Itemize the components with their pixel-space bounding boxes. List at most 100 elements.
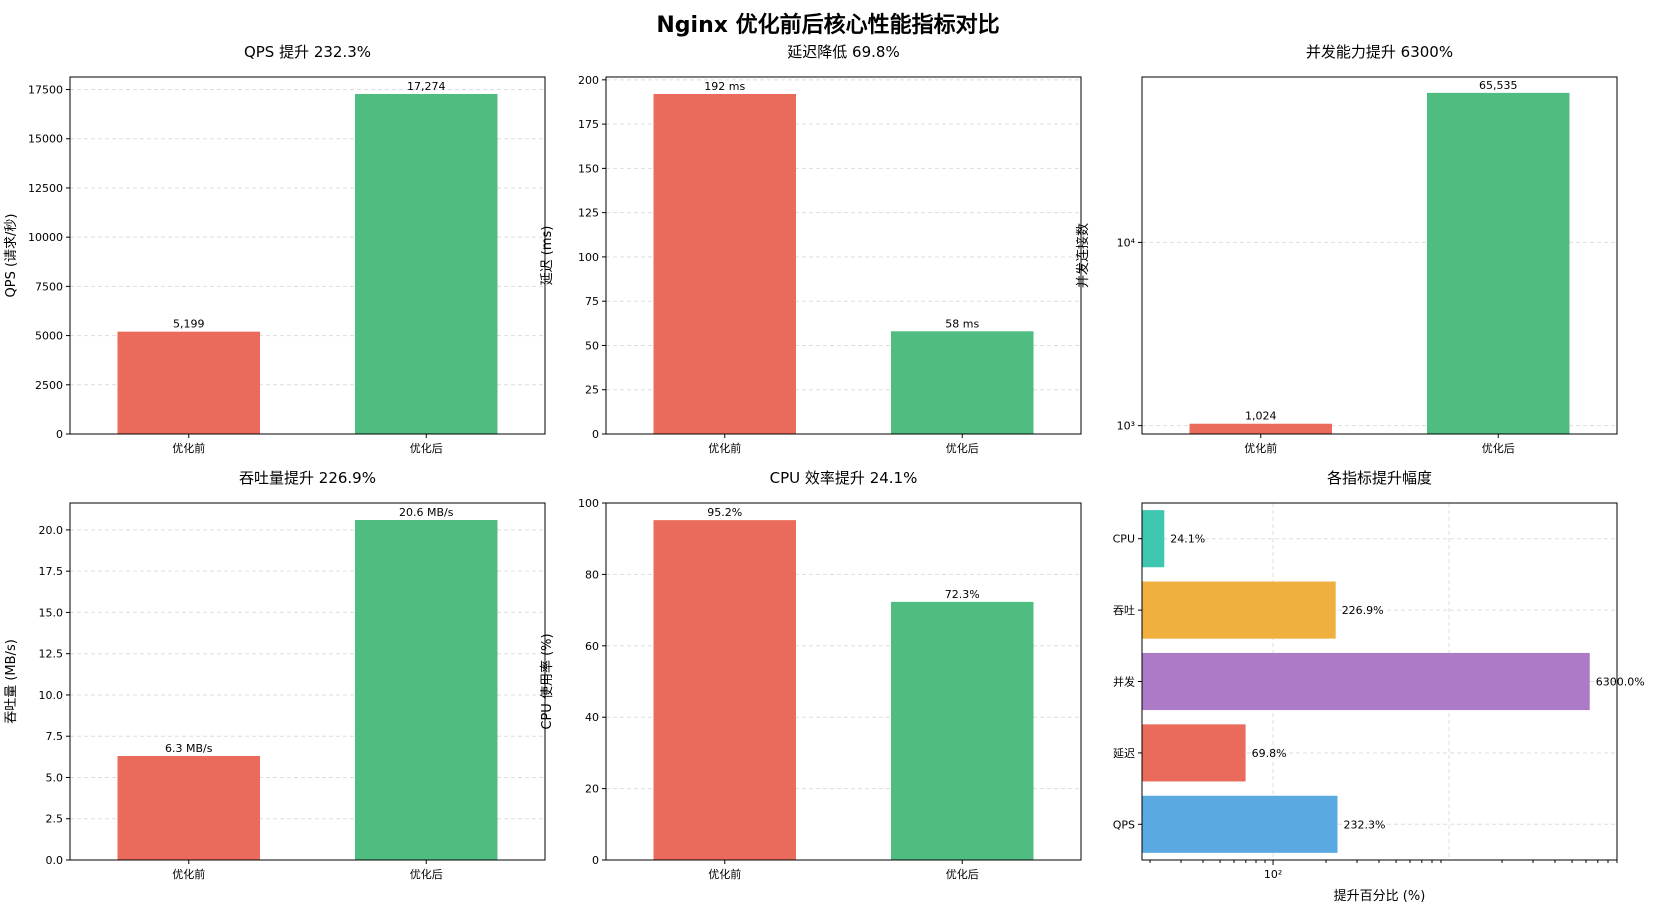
y-tick-label: 5.0 (46, 771, 64, 784)
hbar-value-label: 6300.0% (1596, 676, 1645, 689)
chart-panel-6: 各指标提升幅度 24.1% CPU 226.9% 吞吐 6300.0% 并发 69.8% 延迟 2… (1113, 469, 1645, 904)
panel-title: 延迟降低 69.8% (787, 43, 899, 61)
y-tick-label: 60 (585, 640, 599, 653)
y-tick-label: 100 (578, 497, 599, 510)
y-tick-label: 延迟 (1113, 747, 1135, 760)
bar-before (117, 756, 260, 860)
panel-title: 各指标提升幅度 (1327, 469, 1432, 487)
y-tick-label: 20.0 (39, 524, 64, 537)
chart-panel-2: 延迟降低 69.8% 192 ms 优化前 58 ms 优化后 0 25 50 75 100 125… (540, 43, 1082, 455)
hbar-value-label: 232.3% (1343, 818, 1385, 831)
y-tick-label: 20 (585, 783, 599, 796)
y-tick-label: 40 (585, 711, 599, 724)
x-tick-label: 优化后 (410, 867, 443, 881)
bar-after (355, 520, 498, 860)
panel-title: CPU 效率提升 24.1% (770, 469, 918, 487)
bar-value-label: 192 ms (704, 80, 745, 93)
y-tick-label: 0.0 (46, 854, 64, 867)
axes-frame (605, 502, 1082, 861)
axes-frame (1141, 502, 1618, 861)
panel-title: 吞吐量提升 226.9% (239, 469, 376, 487)
y-tick-label: 10.0 (39, 689, 64, 702)
y-tick-label: 2500 (35, 379, 63, 392)
chart-panel-1: QPS 提升 232.3% 5,199 优化前 17,274 优化后 0 2500 5000 7… (4, 43, 546, 455)
bar-value-label: 58 ms (945, 317, 979, 330)
bar-before (653, 520, 796, 860)
y-axis-label: 延迟 (ms) (540, 226, 555, 286)
hbar-1 (1142, 581, 1336, 639)
y-tick-label: 12500 (28, 182, 63, 195)
axes-frame (1141, 76, 1618, 435)
y-tick-label: 0 (592, 854, 599, 867)
y-tick-label: 5000 (35, 330, 63, 343)
y-tick-label: 12.5 (39, 648, 64, 661)
bar-value-label: 5,199 (173, 318, 205, 331)
y-tick-label: 吞吐 (1113, 604, 1135, 617)
y-tick-label: 0 (56, 428, 63, 441)
x-tick-label: 优化前 (708, 441, 741, 455)
x-axis-label: 提升百分比 (%) (1334, 888, 1426, 904)
y-tick-label: 10000 (28, 231, 63, 244)
bar-value-label: 20.6 MB/s (399, 506, 454, 519)
y-tick-label: 80 (585, 568, 599, 581)
x-tick-label: 优化后 (946, 441, 979, 455)
y-tick-label: 0 (592, 428, 599, 441)
watermark: 掘金技术社区 @ 神秘奇男子 (1352, 866, 1630, 891)
y-tick-label: 150 (578, 162, 599, 175)
bar-before (117, 331, 260, 434)
panels: QPS 提升 232.3%5,199优化前17,274优化后0250050007… (4, 43, 1645, 904)
bar-before (653, 94, 796, 434)
y-tick-label: 并发 (1113, 675, 1135, 689)
y-tick-label: QPS (1113, 818, 1135, 831)
x-tick-label: 优化前 (708, 867, 741, 881)
hbar-3 (1142, 724, 1246, 782)
x-tick-label: 优化前 (172, 441, 205, 455)
y-tick-label: 25 (585, 384, 599, 397)
bar-value-label: 95.2% (707, 506, 742, 519)
x-tick-label: 优化后 (1482, 441, 1515, 455)
x-tick-label: 优化后 (410, 441, 443, 455)
y-tick-label: 125 (578, 207, 599, 220)
y-tick-label: 100 (578, 251, 599, 264)
x-tick-label: 优化后 (946, 867, 979, 881)
y-tick-label: 7.5 (46, 730, 64, 743)
x-tick-label: 优化前 (1244, 441, 1277, 455)
figure-title: Nginx 优化前后核心性能指标对比 (656, 12, 999, 38)
bar-value-label: 1,024 (1245, 410, 1277, 423)
y-tick-label: 175 (578, 118, 599, 131)
panel-title: QPS 提升 232.3% (244, 43, 371, 61)
y-tick-label: 10³ (1117, 420, 1135, 433)
bar-value-label: 72.3% (945, 588, 980, 601)
x-tick-label: 10² (1264, 868, 1282, 881)
y-axis-label: QPS (请求/秒) (4, 214, 19, 298)
axes-frame (605, 76, 1082, 435)
y-axis-label: CPU 使用率 (%) (539, 633, 555, 729)
y-tick-label: 50 (585, 339, 599, 352)
y-tick-label: 7500 (35, 280, 63, 293)
bar-after (1427, 92, 1570, 435)
panel-title: 并发能力提升 6300% (1306, 43, 1453, 61)
bar-after (355, 93, 498, 434)
hbar-value-label: 226.9% (1342, 604, 1384, 617)
y-tick-label: 17.5 (39, 565, 64, 578)
hbar-value-label: 69.8% (1252, 747, 1287, 760)
bar-after (891, 331, 1034, 434)
x-tick-label: 优化前 (172, 867, 205, 881)
hbar-value-label: 24.1% (1170, 533, 1205, 546)
hbar-4 (1142, 795, 1338, 853)
y-tick-label: 10⁴ (1117, 236, 1136, 249)
axes-frame (69, 76, 546, 435)
y-axis-label: 并发连接数 (1075, 223, 1091, 288)
bar-value-label: 17,274 (407, 80, 446, 93)
chart-panel-3: 并发能力提升 6300% 1,024 优化前 65,535 优化后 10³ 10⁴ 并发连接数 (1075, 43, 1618, 455)
chart-panel-5: CPU 效率提升 24.1% 95.2% 优化前 72.3% 优化后 0 20 40 60 80 1… (539, 469, 1082, 881)
bar-value-label: 65,535 (1479, 79, 1518, 92)
hbar-2 (1142, 652, 1590, 711)
y-tick-label: 2.5 (46, 813, 64, 826)
y-tick-label: 75 (585, 295, 599, 308)
chart-panel-4: 吞吐量提升 226.9% 6.3 MB/s 优化前 20.6 MB/s 优化后 0.0 2.… (4, 469, 546, 881)
hbar-0 (1142, 510, 1165, 568)
axes-frame (69, 502, 546, 861)
